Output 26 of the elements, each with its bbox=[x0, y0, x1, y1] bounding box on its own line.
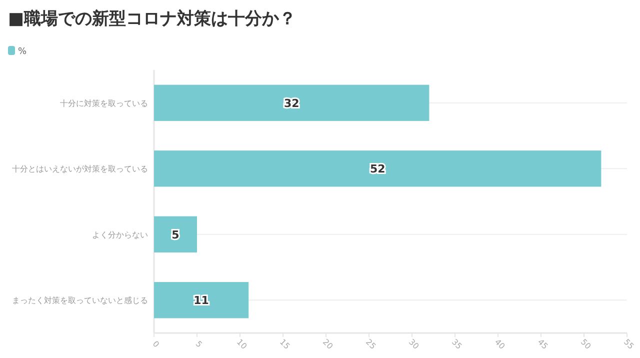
data-label: 11 bbox=[194, 294, 209, 308]
x-tick-label: 0 bbox=[150, 339, 161, 350]
x-tick-label: 35 bbox=[450, 337, 464, 352]
x-tick-label: 25 bbox=[364, 337, 378, 352]
y-tick-label: 十分とはいえないが対策を取っている bbox=[12, 164, 148, 174]
bar bbox=[154, 216, 197, 252]
bar bbox=[154, 84, 430, 121]
x-tick-label: 40 bbox=[492, 337, 507, 352]
data-label: 52 bbox=[370, 162, 386, 176]
x-tick-label: 10 bbox=[234, 337, 249, 352]
data-label: 32 bbox=[284, 96, 300, 110]
x-tick-label: 55 bbox=[622, 337, 636, 352]
x-tick-label: 15 bbox=[278, 337, 292, 352]
y-tick-label: まったく対策を取っていないと感じる bbox=[12, 296, 148, 306]
data-label: 5 bbox=[172, 228, 180, 242]
bar bbox=[154, 150, 602, 187]
y-tick-label: よく分からない bbox=[92, 230, 148, 240]
x-tick-label: 20 bbox=[320, 337, 335, 352]
x-tick-label: 30 bbox=[406, 337, 421, 352]
x-tick-label: 5 bbox=[194, 339, 204, 350]
x-tick-label: 45 bbox=[536, 337, 550, 352]
x-tick-label: 50 bbox=[578, 337, 593, 352]
y-tick-label: 十分に対策を取っている bbox=[60, 98, 148, 108]
legend-label: % bbox=[18, 47, 27, 57]
chart-title: ■職場での新型コロナ対策は十分か？ bbox=[8, 9, 296, 29]
bar bbox=[154, 282, 249, 318]
